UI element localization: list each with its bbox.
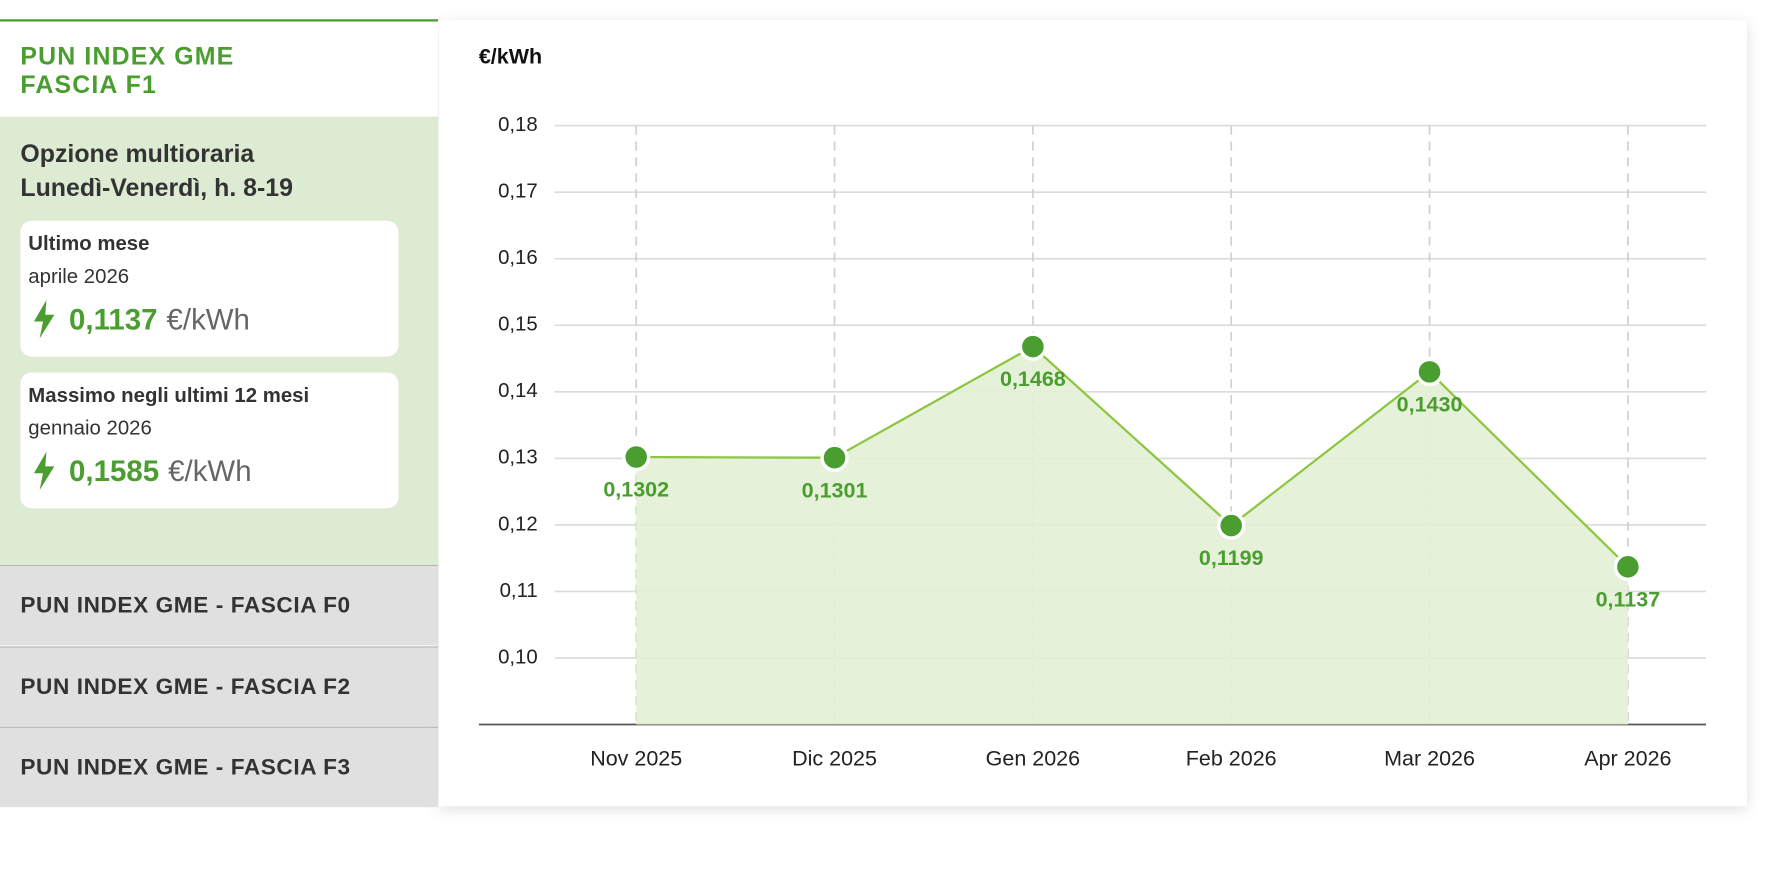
point [820, 443, 849, 472]
data-label: 0,1301 [802, 478, 868, 502]
active-tab-panel: Opzione multioraria Lunedì-Venerdì, h. 8… [0, 116, 439, 565]
y-tick-label: 0,17 [498, 181, 538, 203]
area [636, 346, 1628, 725]
x-tick-label: Mar 2026 [1384, 746, 1475, 770]
card-value: 0,1137 [69, 301, 158, 336]
point [1217, 511, 1246, 540]
point [1415, 357, 1444, 387]
data-label: 0,1199 [1199, 546, 1264, 570]
bolt-icon [33, 451, 55, 491]
card-value: 0,1585 [69, 453, 160, 488]
x-tick-label: Feb 2026 [1186, 746, 1277, 770]
card-unit: €/kWh [168, 453, 252, 488]
card-value-row: 0,1585 €/kWh [28, 451, 252, 491]
subtitle: Lunedì-Venerdì, h. 8-19 [20, 173, 294, 202]
x-tick-label: Apr 2026 [1584, 746, 1671, 770]
tab[interactable]: PUN INDEX GME - FASCIA F2 [0, 646, 439, 727]
x-tick-label: Dic 2025 [792, 746, 877, 770]
data-label: 0,1302 [603, 478, 669, 502]
data-label: 0,1430 [1397, 392, 1463, 416]
point [1018, 332, 1048, 361]
bolt-icon [33, 299, 55, 339]
y-tick-label: 0,10 [498, 646, 538, 668]
info-card: Massimo negli ultimi 12 mesi gennaio 2026… [20, 372, 399, 509]
tab[interactable]: PUN INDEX GME - FASCIA F0 [0, 564, 439, 646]
tab-title: PUN INDEX GME [20, 41, 235, 71]
y-tick-label: 0,11 [500, 580, 538, 602]
card-period: aprile 2026 [28, 264, 130, 288]
card-period: gennaio 2026 [28, 416, 152, 440]
tab-title: FASCIA F1 [20, 70, 157, 99]
y-tick-label: 0,13 [498, 447, 538, 469]
y-tick-label: 0,12 [498, 513, 538, 535]
y-tick-label: 0,14 [498, 380, 538, 402]
y-tick-label: 0,15 [498, 314, 538, 336]
card-label: Ultimo mese [28, 232, 150, 255]
point [1613, 552, 1643, 581]
point [622, 442, 651, 472]
tab[interactable]: PUN INDEX GME - FASCIA F3 [0, 726, 439, 808]
line [636, 345, 1629, 568]
data-label: 0,1468 [1000, 367, 1066, 391]
subtitle: Opzione multioraria [20, 139, 255, 168]
y-axis-label: €/kWh [479, 44, 542, 68]
active-tab-header[interactable]: PUN INDEX GME FASCIA F1 [0, 19, 439, 117]
card-label: Massimo negli ultimi 12 mesi [28, 383, 310, 407]
card-value-row: 0,1137 €/kWh [28, 299, 250, 339]
info-card: Ultimo mese aprile 2026 0,1137 €/kWh [20, 220, 399, 357]
x-tick-label: Nov 2025 [590, 746, 682, 770]
y-tick-label: 0,18 [498, 114, 538, 136]
x-tick-label: Gen 2026 [986, 746, 1080, 770]
data-label: 0,1137 [1596, 587, 1661, 611]
y-tick-label: 0,16 [498, 247, 538, 269]
card-unit: €/kWh [166, 301, 250, 336]
